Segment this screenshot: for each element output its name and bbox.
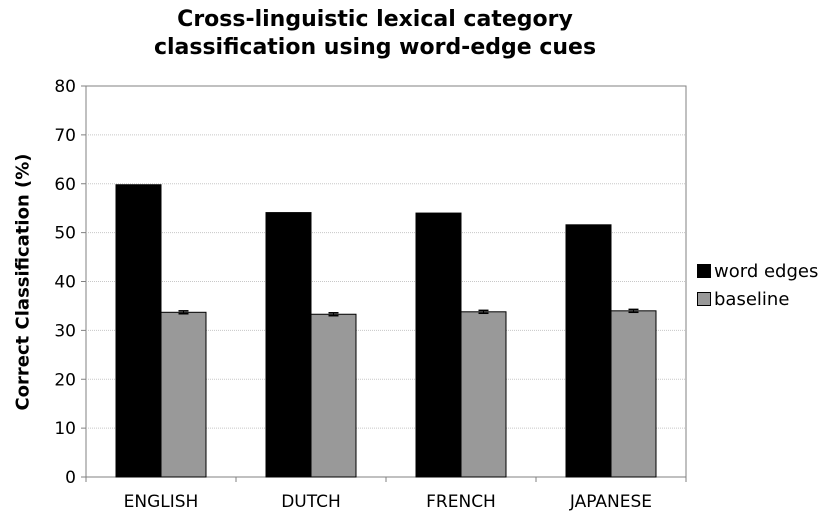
- x-axis-ticks: ENGLISH DUTCH FRENCH JAPANESE: [85, 477, 687, 512]
- y-axis-label: Correct Classification (%): [12, 153, 34, 411]
- y-tick-label-50: 50: [54, 224, 76, 244]
- y-tick-label-40: 40: [54, 273, 76, 293]
- y-tick-label-60: 60: [54, 175, 76, 195]
- legend-label-baseline: baseline: [714, 288, 790, 310]
- y-tick-label-20: 20: [54, 370, 76, 390]
- bar-baseline-french: [460, 311, 507, 478]
- legend-label-word-edges: word edges: [714, 260, 819, 282]
- bar-word-edges-dutch: [265, 212, 312, 478]
- legend: word edges baseline: [697, 257, 818, 313]
- y-tick-label-0: 0: [65, 468, 76, 488]
- bar-baseline-dutch: [310, 313, 357, 478]
- chart-title-line-1: Cross-linguistic lexical category: [177, 7, 573, 32]
- bars: [115, 184, 657, 478]
- bar-baseline-japanese: [610, 310, 657, 478]
- bar-baseline-english: [160, 311, 207, 478]
- y-tick-label-30: 30: [54, 321, 76, 341]
- legend-swatch-word-edges: [697, 264, 711, 278]
- bar-word-edges-japanese: [565, 224, 612, 478]
- x-tick-label-dutch: DUTCH: [281, 492, 341, 512]
- legend-item-baseline: baseline: [697, 285, 818, 313]
- x-tick-label-french: FRENCH: [426, 492, 496, 512]
- bar-word-edges-english: [115, 184, 162, 478]
- legend-item-word-edges: word edges: [697, 257, 818, 285]
- y-tick-label-80: 80: [54, 77, 76, 97]
- x-tick-label-english: ENGLISH: [124, 492, 199, 512]
- x-tick-label-japanese: JAPANESE: [569, 492, 652, 512]
- y-tick-label-10: 10: [54, 419, 76, 439]
- legend-swatch-baseline: [697, 292, 711, 306]
- bar-word-edges-french: [415, 212, 462, 478]
- y-tick-label-70: 70: [54, 126, 76, 146]
- y-axis-ticks: 0 10 20 30 40 50 60 70 80: [54, 77, 86, 488]
- chart-title-line-2: classification using word-edge cues: [153, 35, 597, 60]
